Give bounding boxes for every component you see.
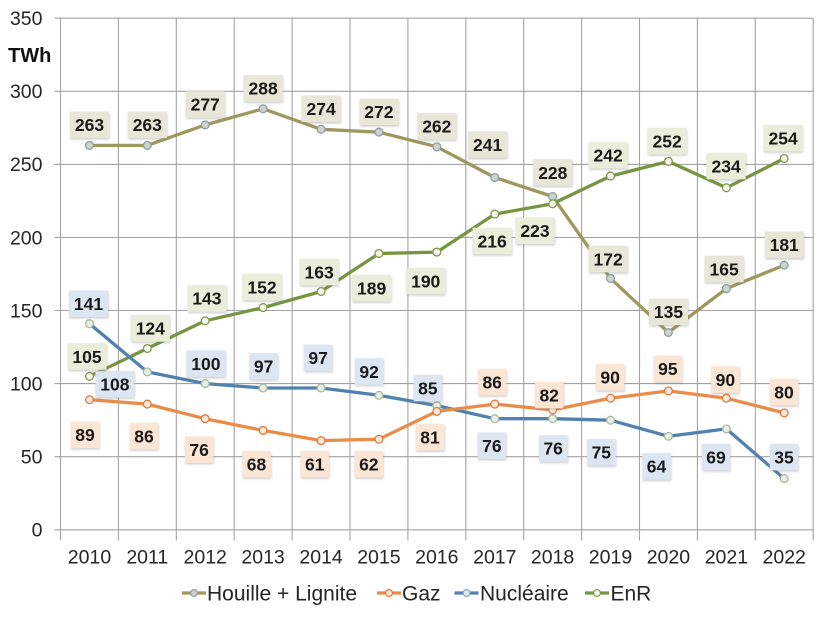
svg-text:163: 163 — [304, 262, 333, 282]
svg-text:Houille + Lignite: Houille + Lignite — [207, 583, 357, 606]
svg-text:216: 216 — [477, 231, 506, 251]
svg-text:100: 100 — [10, 373, 43, 395]
svg-text:274: 274 — [306, 99, 335, 119]
svg-text:2019: 2019 — [589, 547, 632, 569]
svg-text:2010: 2010 — [68, 547, 112, 569]
svg-text:254: 254 — [768, 128, 797, 148]
svg-text:200: 200 — [10, 227, 43, 249]
svg-text:EnR: EnR — [611, 583, 652, 606]
svg-text:277: 277 — [191, 95, 220, 115]
svg-text:50: 50 — [21, 447, 43, 469]
svg-text:242: 242 — [593, 145, 622, 165]
svg-text:2014: 2014 — [299, 547, 343, 569]
svg-text:68: 68 — [247, 455, 267, 475]
svg-text:2022: 2022 — [763, 547, 806, 569]
svg-text:181: 181 — [770, 235, 799, 255]
svg-text:35: 35 — [774, 447, 794, 467]
svg-text:90: 90 — [716, 370, 736, 390]
svg-text:80: 80 — [774, 382, 794, 402]
svg-text:62: 62 — [359, 455, 379, 475]
svg-text:272: 272 — [364, 102, 393, 122]
svg-text:150: 150 — [10, 300, 43, 322]
svg-text:252: 252 — [652, 131, 681, 151]
svg-text:2011: 2011 — [126, 547, 168, 569]
svg-text:100: 100 — [191, 354, 220, 374]
svg-text:0: 0 — [32, 520, 43, 542]
svg-text:75: 75 — [592, 443, 612, 463]
svg-text:TWh: TWh — [8, 45, 51, 67]
svg-text:143: 143 — [192, 289, 221, 309]
svg-text:85: 85 — [418, 378, 438, 398]
svg-text:2018: 2018 — [531, 547, 574, 569]
svg-text:89: 89 — [75, 425, 95, 445]
svg-text:262: 262 — [422, 117, 451, 137]
svg-text:350: 350 — [10, 8, 43, 30]
svg-text:86: 86 — [482, 372, 502, 392]
svg-text:76: 76 — [189, 440, 209, 460]
svg-text:105: 105 — [72, 347, 101, 367]
svg-text:124: 124 — [136, 319, 165, 339]
svg-text:95: 95 — [658, 359, 678, 379]
svg-text:2020: 2020 — [647, 547, 691, 569]
svg-text:86: 86 — [134, 426, 154, 446]
svg-text:Gaz: Gaz — [402, 583, 441, 606]
svg-text:165: 165 — [709, 259, 738, 279]
svg-text:135: 135 — [654, 302, 683, 322]
svg-text:61: 61 — [305, 455, 325, 475]
svg-text:82: 82 — [539, 385, 559, 405]
svg-text:189: 189 — [357, 279, 386, 299]
svg-text:241: 241 — [473, 135, 502, 155]
svg-text:2012: 2012 — [184, 547, 227, 569]
svg-text:2013: 2013 — [241, 547, 284, 569]
svg-text:76: 76 — [482, 436, 502, 456]
svg-text:108: 108 — [100, 374, 129, 394]
svg-text:2017: 2017 — [473, 547, 516, 569]
svg-text:250: 250 — [10, 154, 43, 176]
svg-text:2015: 2015 — [357, 547, 401, 569]
svg-text:172: 172 — [593, 249, 622, 269]
svg-text:141: 141 — [74, 294, 103, 314]
svg-text:Nucléaire: Nucléaire — [480, 583, 569, 606]
svg-text:228: 228 — [538, 163, 567, 183]
svg-text:97: 97 — [308, 348, 327, 368]
svg-text:2016: 2016 — [415, 547, 458, 569]
svg-text:2021: 2021 — [705, 547, 748, 569]
svg-text:64: 64 — [647, 457, 667, 477]
svg-text:223: 223 — [520, 221, 549, 241]
svg-text:90: 90 — [600, 368, 620, 388]
svg-text:288: 288 — [248, 79, 277, 99]
svg-text:263: 263 — [133, 115, 162, 135]
svg-text:263: 263 — [75, 115, 104, 135]
svg-text:69: 69 — [706, 447, 726, 467]
svg-text:92: 92 — [359, 362, 379, 382]
svg-text:81: 81 — [420, 428, 440, 448]
svg-text:300: 300 — [10, 81, 43, 103]
svg-text:76: 76 — [543, 439, 563, 459]
svg-text:97: 97 — [254, 357, 273, 377]
svg-text:190: 190 — [411, 271, 440, 291]
svg-text:234: 234 — [711, 156, 740, 176]
svg-text:152: 152 — [247, 277, 276, 297]
